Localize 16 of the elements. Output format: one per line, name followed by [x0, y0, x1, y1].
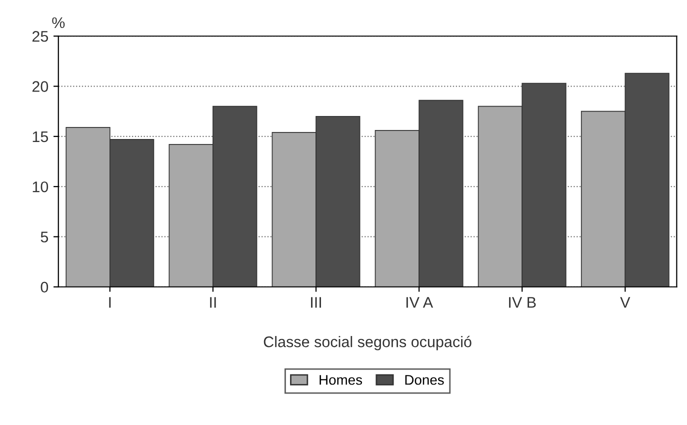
- x-axis-title: Classe social segons ocupació: [264, 336, 472, 350]
- legend-label: Homes: [320, 375, 362, 385]
- x-tick-label: II: [210, 297, 216, 308]
- y-axis-title: %: [52, 17, 65, 28]
- y-tick-label: 5: [40, 232, 48, 242]
- y-tick-label: 10: [32, 181, 48, 192]
- y-tick-label: 0: [40, 282, 48, 293]
- y-tick-label: 15: [32, 131, 48, 142]
- x-tick-label: IV A: [406, 297, 434, 308]
- x-tick-label: III: [311, 297, 321, 308]
- y-tick-label: 25: [32, 30, 48, 42]
- x-tick-label: V: [620, 297, 630, 308]
- x-tick-label: IV B: [509, 297, 536, 308]
- legend-label: Dones: [405, 375, 444, 385]
- x-tick-label: I: [109, 297, 111, 308]
- y-tick-label: 20: [32, 81, 48, 92]
